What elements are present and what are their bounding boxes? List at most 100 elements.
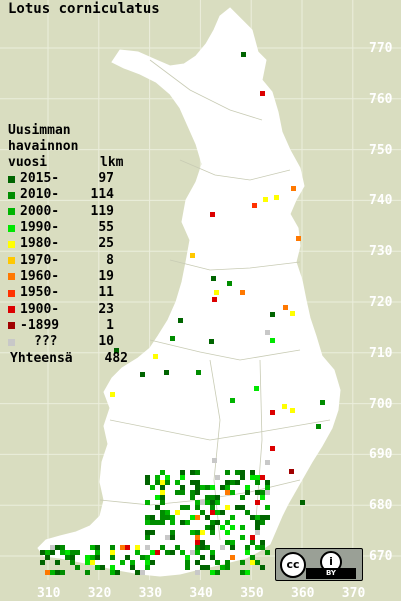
observation-square: [200, 500, 205, 505]
observation-square: [265, 480, 270, 485]
observation-square: [185, 520, 190, 525]
observation-square: [120, 560, 125, 565]
observation-square: [270, 312, 275, 317]
observation-square: [155, 480, 160, 485]
y-axis-label: 700: [369, 396, 393, 412]
legend-header-2: havainnon: [8, 139, 79, 154]
legend-count: 10: [98, 334, 114, 350]
observation-square: [225, 560, 230, 565]
legend-count: 97: [98, 171, 114, 187]
observation-square: [165, 515, 170, 520]
observation-square: [254, 386, 259, 391]
observation-square: [110, 555, 115, 560]
y-axis-label: 750: [369, 142, 393, 158]
legend-swatch: [8, 338, 15, 346]
observation-square: [265, 505, 270, 510]
observation-square: [180, 475, 185, 480]
observation-square: [245, 485, 250, 490]
observation-square: [195, 560, 200, 565]
observation-square: [165, 550, 170, 555]
observation-square: [160, 545, 165, 550]
legend-swatch: [8, 224, 15, 232]
observation-square: [260, 515, 265, 520]
observation-square: [110, 392, 115, 397]
observation-square: [250, 555, 255, 560]
observation-square: [195, 540, 200, 545]
observation-square: [230, 540, 235, 545]
observation-square: [95, 550, 100, 555]
legend-period: -1899: [20, 317, 60, 333]
observation-square: [235, 470, 240, 475]
legend-row: 1960- 19: [8, 269, 128, 285]
observation-square: [255, 475, 260, 480]
observation-square: [260, 545, 265, 550]
legend-rows: 2015- 97 2010- 114 2000- 119 1990- 55 1980- 25 197…: [8, 171, 128, 350]
observation-square: [290, 311, 295, 316]
observation-square: [85, 560, 90, 565]
observation-square: [230, 480, 235, 485]
observation-square: [115, 570, 120, 575]
observation-square: [225, 520, 230, 525]
observation-square: [140, 555, 145, 560]
observation-square: [220, 565, 225, 570]
observation-square: [110, 545, 115, 550]
legend-row: 2000- 119: [8, 204, 128, 220]
observation-square: [230, 515, 235, 520]
legend-row: 1900- 23: [8, 301, 128, 317]
observation-square: [215, 475, 220, 480]
legend-swatch: [8, 322, 15, 330]
observation-square: [165, 480, 170, 485]
legend-swatch: [8, 191, 15, 199]
observation-square: [230, 545, 235, 550]
legend-swatch: [8, 175, 15, 183]
observation-square: [145, 535, 150, 540]
observation-square: [180, 520, 185, 525]
x-axis-label: 320: [87, 586, 112, 601]
observation-square: [210, 555, 215, 560]
observation-square: [205, 545, 210, 550]
observation-square: [195, 570, 200, 575]
observation-square: [215, 520, 220, 525]
observation-square: [190, 530, 195, 535]
observation-square: [200, 510, 205, 515]
observation-square: [225, 480, 230, 485]
observation-square: [255, 520, 260, 525]
observation-square: [282, 404, 287, 409]
observation-square: [180, 470, 185, 475]
observation-square: [150, 550, 155, 555]
observation-square: [210, 500, 215, 505]
observation-square: [235, 480, 240, 485]
observation-square: [205, 565, 210, 570]
observation-square: [241, 52, 246, 57]
observation-square: [145, 530, 150, 535]
observation-square: [165, 535, 170, 540]
y-axis-label: 760: [369, 91, 393, 107]
license-badge[interactable]: cc i BY: [275, 548, 363, 581]
observation-square: [250, 540, 255, 545]
legend-row: ??? 10: [8, 334, 128, 350]
observation-square: [195, 545, 200, 550]
observation-square: [210, 485, 215, 490]
observation-square: [300, 500, 305, 505]
observation-squares: [40, 52, 325, 575]
legend-period: 1900-: [20, 301, 60, 317]
observation-square: [250, 515, 255, 520]
observation-square: [252, 203, 257, 208]
observation-square: [265, 330, 270, 335]
observation-square: [190, 490, 195, 495]
observation-square: [185, 555, 190, 560]
observation-square: [212, 458, 217, 463]
observation-square: [125, 545, 130, 550]
observation-square: [274, 195, 279, 200]
observation-square: [40, 550, 45, 555]
x-axis-label: 340: [189, 586, 213, 601]
observation-square: [265, 460, 270, 465]
observation-square: [260, 490, 265, 495]
observation-square: [195, 535, 200, 540]
observation-square: [85, 555, 90, 560]
observation-square: [250, 470, 255, 475]
legend-period: 2010-: [20, 187, 60, 203]
legend-swatch: [8, 208, 15, 216]
y-axis-label: 680: [369, 498, 393, 514]
observation-square: [215, 500, 220, 505]
